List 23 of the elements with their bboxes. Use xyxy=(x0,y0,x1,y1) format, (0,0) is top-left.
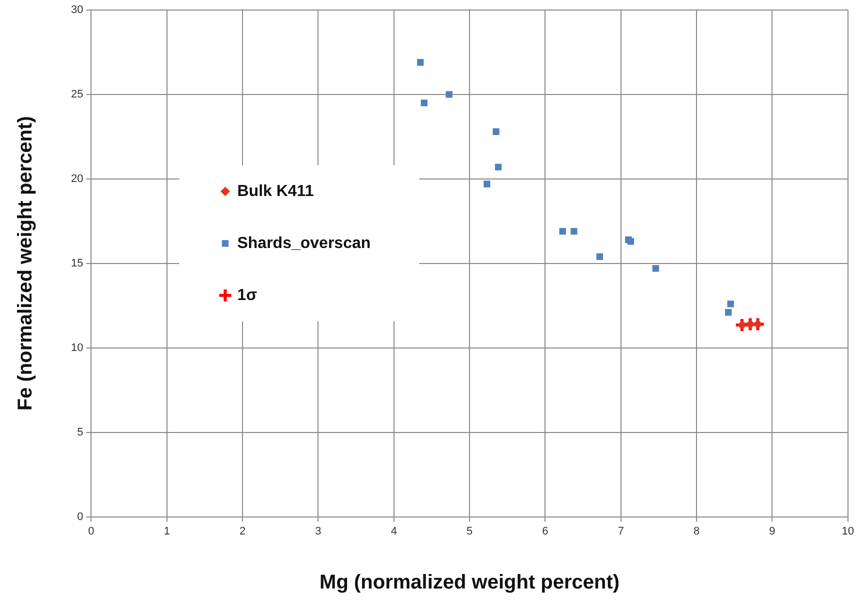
x-tick-label: 0 xyxy=(88,525,94,538)
y-tick-label: 0 xyxy=(77,510,84,523)
x-tick-label: 9 xyxy=(769,525,776,538)
x-tick-label: 1 xyxy=(164,525,170,538)
legend-label: Shards_overscan xyxy=(237,234,371,252)
legend-label: 1σ xyxy=(237,286,258,304)
x-tick-label: 5 xyxy=(466,525,473,538)
y-tick-label: 10 xyxy=(70,342,84,354)
y-tick-label: 5 xyxy=(77,426,84,438)
y-tick-label: 15 xyxy=(70,257,84,270)
x-tick-label: 6 xyxy=(542,525,548,538)
legend-label: Bulk K411 xyxy=(237,182,314,200)
y-axis-title: Fe (normalized weight percent) xyxy=(14,116,37,411)
x-tick-label: 4 xyxy=(390,525,397,538)
x-tick-label: 2 xyxy=(240,525,246,538)
y-tick-label: 20 xyxy=(70,172,84,185)
x-axis-title: Mg (normalized weight percent) xyxy=(320,572,620,594)
x-tick-label: 7 xyxy=(618,525,624,538)
x-tick-label: 10 xyxy=(842,525,854,538)
x-tick-label: 3 xyxy=(315,525,322,538)
y-tick-label: 25 xyxy=(70,88,84,100)
y-tick-label: 30 xyxy=(70,4,84,16)
x-tick-label: 8 xyxy=(693,525,700,538)
